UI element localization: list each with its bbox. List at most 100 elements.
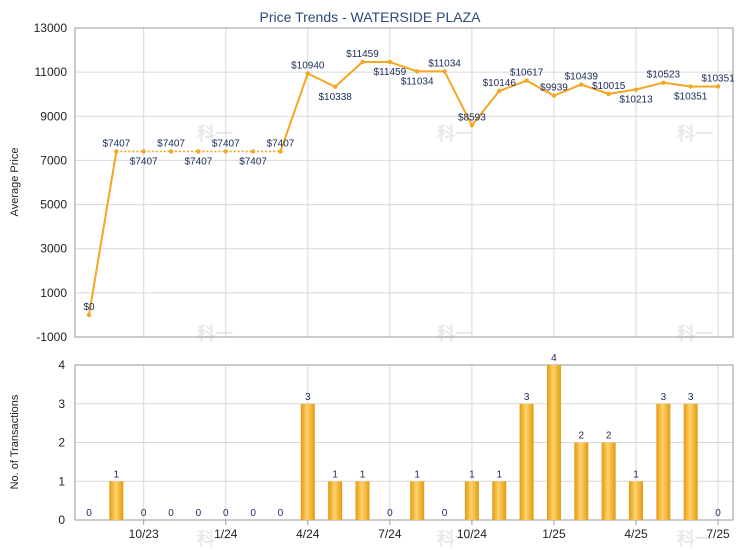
- transactions-y-tick-label: 3: [58, 397, 65, 411]
- price-point: [305, 71, 310, 76]
- price-line-segment: [443, 70, 473, 126]
- transaction-count-label: 0: [196, 508, 202, 519]
- price-y-tick-label: 11000: [35, 65, 68, 79]
- transaction-count-label: 0: [442, 508, 448, 519]
- transaction-count-label: 0: [387, 508, 393, 519]
- transaction-bars: 0 1 0 0 0 0 0 0 3 1 1 0 1 0 1 1 3 4 2 2 1 3 3 0: [86, 353, 721, 520]
- x-tick-label: 10/23: [129, 527, 159, 541]
- x-tick-label: 4/24: [296, 527, 320, 541]
- transactions-y-axis-label: No. of Transactions: [9, 394, 21, 489]
- price-y-tick-label: 5000: [40, 198, 67, 212]
- price-data-label: $10015: [592, 81, 626, 92]
- price-point: [141, 149, 146, 154]
- price-point: [278, 149, 283, 154]
- price-y-tick-label: 9000: [40, 109, 67, 123]
- watermark-text: 科一: [437, 123, 473, 144]
- price-data-label: $10213: [619, 95, 653, 106]
- price-point: [442, 69, 447, 74]
- transactions-y-ticks: 0 1 2 3 4: [58, 358, 65, 527]
- price-data-label: $10523: [647, 70, 681, 81]
- transaction-count-label: 2: [579, 431, 585, 442]
- transaction-count-label: 1: [332, 469, 338, 480]
- transaction-count-label: 0: [223, 508, 229, 519]
- price-data-label: $7407: [130, 156, 158, 167]
- transactions-plot-frame: [74, 364, 734, 521]
- price-line-segment: [88, 151, 118, 316]
- transaction-count-label: 4: [551, 353, 557, 364]
- x-tick-label: 1/25: [542, 527, 566, 541]
- price-point: [715, 84, 721, 89]
- price-plot-frame: [74, 27, 734, 338]
- price-point: [633, 87, 639, 92]
- price-y-tick-label: -1000: [36, 330, 67, 344]
- price-line-segment: [307, 72, 336, 88]
- transaction-count-label: 1: [496, 469, 502, 480]
- price-data-label: $11034: [428, 58, 461, 69]
- price-y-tick-label: 7000: [40, 153, 67, 167]
- price-y-tick-label: 3000: [40, 242, 67, 256]
- price-line: $0$7407$7407$7407$7407$7407$7407$7407$10…: [83, 49, 735, 318]
- price-point: [360, 59, 365, 65]
- transaction-bar: [574, 442, 589, 520]
- x-tick-label: 10/24: [457, 527, 487, 541]
- price-point: [332, 84, 338, 89]
- chart-title: Price Trends - WATERSIDE PLAZA: [260, 9, 482, 25]
- transaction-count-label: 0: [86, 508, 92, 519]
- transaction-count-label: 3: [524, 392, 530, 403]
- price-point: [497, 88, 502, 94]
- price-data-label: $10338: [318, 92, 352, 103]
- price-data-label: $7407: [212, 138, 240, 149]
- price-point: [250, 149, 256, 154]
- price-line-segment: [663, 81, 691, 88]
- transaction-count-label: 1: [414, 469, 420, 480]
- price-data-label: $7407: [102, 138, 130, 149]
- transaction-count-label: 1: [360, 469, 366, 480]
- transaction-count-label: 3: [305, 392, 311, 403]
- price-data-label: $7407: [267, 138, 295, 149]
- x-tick-label: 7/24: [378, 527, 402, 541]
- price-line-segment: [526, 79, 555, 97]
- x-tick-label: 7/25: [706, 527, 730, 541]
- transaction-count-label: 0: [278, 508, 284, 519]
- transactions-y-tick-label: 2: [58, 436, 65, 450]
- price-point: [223, 149, 228, 154]
- price-point: [661, 80, 666, 85]
- price-data-label: $7407: [239, 156, 267, 167]
- price-point: [168, 149, 174, 154]
- transaction-bar: [629, 481, 643, 520]
- price-data-label: $0: [83, 302, 95, 313]
- price-point: [86, 312, 92, 318]
- price-point: [579, 82, 584, 87]
- x-ticks: 10/23 1/24 4/24 7/24 10/24 1/25 4/25 7/25: [129, 520, 730, 541]
- transaction-bar: [410, 481, 425, 520]
- price-data-label: $10940: [291, 60, 325, 71]
- price-data-label: $7407: [157, 138, 185, 149]
- transaction-count-label: 0: [168, 508, 174, 519]
- price-line-segment: [580, 83, 609, 95]
- price-y-tick-label: 1000: [40, 286, 67, 300]
- price-data-label: $10351: [701, 73, 735, 84]
- transaction-bar: [683, 403, 698, 520]
- transaction-count-label: 3: [688, 392, 694, 403]
- price-y-tick-label: 13000: [34, 21, 68, 35]
- price-point: [469, 123, 475, 128]
- price-data-label: $11459: [374, 67, 407, 78]
- transactions-y-tick-label: 4: [58, 358, 65, 372]
- price-data-label: $10617: [510, 68, 544, 79]
- price-data-label: $10351: [674, 91, 708, 102]
- price-data-label: $7407: [184, 156, 212, 167]
- watermark-text: 科一: [677, 323, 713, 344]
- price-line-segment: [553, 83, 582, 97]
- transaction-bar: [464, 481, 479, 520]
- x-tick-label: 1/24: [214, 527, 238, 541]
- price-point: [688, 84, 693, 89]
- price-data-label: $10439: [565, 72, 599, 83]
- price-point: [387, 59, 393, 65]
- watermark-text: 科一: [437, 323, 473, 344]
- transaction-bar: [300, 403, 315, 520]
- price-point: [551, 93, 557, 98]
- price-data-label: $8593: [458, 112, 486, 123]
- watermark-text: 科一: [677, 123, 713, 144]
- price-line-segment: [498, 79, 527, 92]
